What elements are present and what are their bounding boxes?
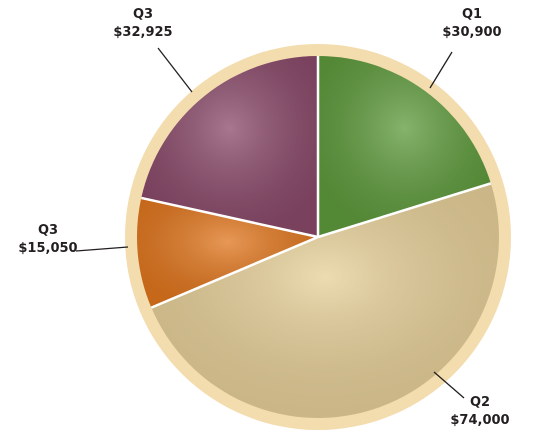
slice-shade <box>141 56 318 237</box>
slice-value-label: $15,050 <box>18 241 77 256</box>
leader-line <box>75 246 129 252</box>
leader-line <box>157 47 193 93</box>
slice-category: Q3 <box>38 223 58 238</box>
slice-value-label: $32,925 <box>113 25 172 40</box>
slice-value-label: $30,900 <box>442 25 501 40</box>
slice-divider <box>140 196 319 239</box>
slice-shade <box>318 56 491 237</box>
leader-line <box>429 51 453 89</box>
slice-divider <box>317 182 492 239</box>
slice-category: Q3 <box>133 7 153 22</box>
slice-shade <box>151 183 499 418</box>
slice-value-label: $74,000 <box>450 413 509 428</box>
slice-shade <box>137 197 318 308</box>
slice-category: Q1 <box>462 7 482 22</box>
slice-divider <box>150 235 319 309</box>
leader-line <box>433 371 465 399</box>
slice-category: Q2 <box>470 395 490 410</box>
